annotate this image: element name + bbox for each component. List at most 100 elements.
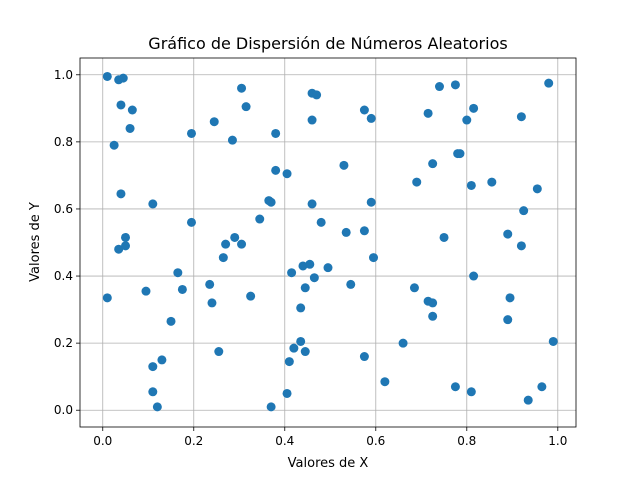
data-point	[466, 387, 476, 397]
chart-title: Gráfico de Dispersión de Números Aleator…	[148, 34, 507, 53]
data-point	[287, 268, 297, 278]
data-point	[102, 293, 112, 303]
x-axis-label: Valores de X	[288, 456, 369, 471]
y-tick-label: 0.8	[54, 135, 73, 149]
data-point	[523, 395, 533, 405]
data-point	[300, 347, 310, 357]
y-tick-label: 0.2	[54, 336, 73, 350]
y-axis-ticks: 0.0 0.2 0.4 0.6 0.8 1.0	[54, 68, 80, 417]
data-point	[341, 227, 351, 237]
data-point	[519, 206, 529, 216]
data-point	[339, 160, 349, 170]
data-point	[316, 217, 326, 227]
data-point	[241, 102, 251, 112]
data-point	[532, 184, 542, 194]
data-point	[366, 113, 376, 123]
data-point	[102, 71, 112, 81]
data-point	[207, 298, 217, 308]
y-tick-label: 0.6	[54, 202, 73, 216]
data-point	[266, 402, 276, 412]
data-point	[307, 115, 317, 125]
data-point	[186, 217, 196, 227]
data-point	[271, 128, 281, 138]
data-point	[296, 336, 306, 346]
data-point	[205, 279, 215, 289]
data-point	[469, 271, 479, 281]
grid-lines	[80, 58, 576, 427]
data-point	[380, 377, 390, 387]
data-point	[428, 298, 438, 308]
y-axis-label: Valores de Y	[28, 202, 43, 282]
data-point	[116, 189, 126, 199]
x-tick-label: 0.6	[366, 434, 385, 448]
data-point	[230, 232, 240, 242]
data-point	[369, 253, 379, 263]
data-point	[282, 169, 292, 179]
data-point	[412, 177, 422, 187]
data-point	[125, 123, 135, 133]
data-point	[434, 82, 444, 92]
data-point	[237, 83, 247, 93]
data-point	[428, 311, 438, 321]
data-point	[298, 261, 308, 271]
data-point	[173, 268, 183, 278]
data-points	[102, 71, 558, 412]
data-point	[505, 293, 515, 303]
data-point	[221, 239, 231, 249]
data-point	[359, 105, 369, 115]
data-point	[450, 80, 460, 90]
data-point	[516, 112, 526, 122]
data-point	[157, 355, 167, 365]
data-point	[503, 315, 513, 325]
data-point	[548, 336, 558, 346]
x-tick-label: 0.4	[275, 434, 294, 448]
data-point	[469, 103, 479, 113]
x-tick-label: 1.0	[548, 434, 567, 448]
data-point	[214, 347, 224, 357]
data-point	[305, 259, 315, 269]
data-point	[246, 291, 256, 301]
data-point	[309, 273, 319, 283]
y-tick-label: 1.0	[54, 68, 73, 82]
data-point	[116, 100, 126, 110]
data-point	[218, 253, 228, 263]
data-point	[255, 214, 265, 224]
data-point	[439, 232, 449, 242]
data-point	[141, 286, 151, 296]
y-tick-label: 0.4	[54, 269, 73, 283]
data-point	[398, 338, 408, 348]
data-point	[516, 241, 526, 251]
data-point	[166, 316, 176, 326]
data-point	[284, 357, 294, 367]
data-point	[296, 303, 306, 313]
data-point	[323, 263, 333, 273]
data-point	[227, 135, 237, 145]
data-point	[537, 382, 547, 392]
x-tick-label: 0.0	[93, 434, 112, 448]
data-point	[177, 284, 187, 294]
data-point	[487, 177, 497, 187]
data-point	[266, 197, 276, 207]
data-point	[152, 402, 162, 412]
data-point	[237, 239, 247, 249]
data-point	[282, 388, 292, 398]
data-point	[455, 149, 465, 159]
data-point	[312, 90, 322, 100]
data-point	[121, 241, 131, 251]
x-tick-label: 0.8	[457, 434, 476, 448]
data-point	[114, 244, 124, 254]
data-point	[186, 128, 196, 138]
data-point	[307, 199, 317, 209]
data-point	[148, 362, 158, 372]
data-point	[359, 352, 369, 362]
data-point	[118, 73, 128, 83]
data-point	[503, 229, 513, 239]
x-tick-label: 0.2	[184, 434, 203, 448]
data-point	[466, 180, 476, 190]
data-point	[148, 199, 158, 209]
data-point	[209, 117, 219, 127]
data-point	[409, 283, 419, 293]
data-point	[300, 283, 310, 293]
data-point	[462, 115, 472, 125]
y-tick-label: 0.0	[54, 403, 73, 417]
